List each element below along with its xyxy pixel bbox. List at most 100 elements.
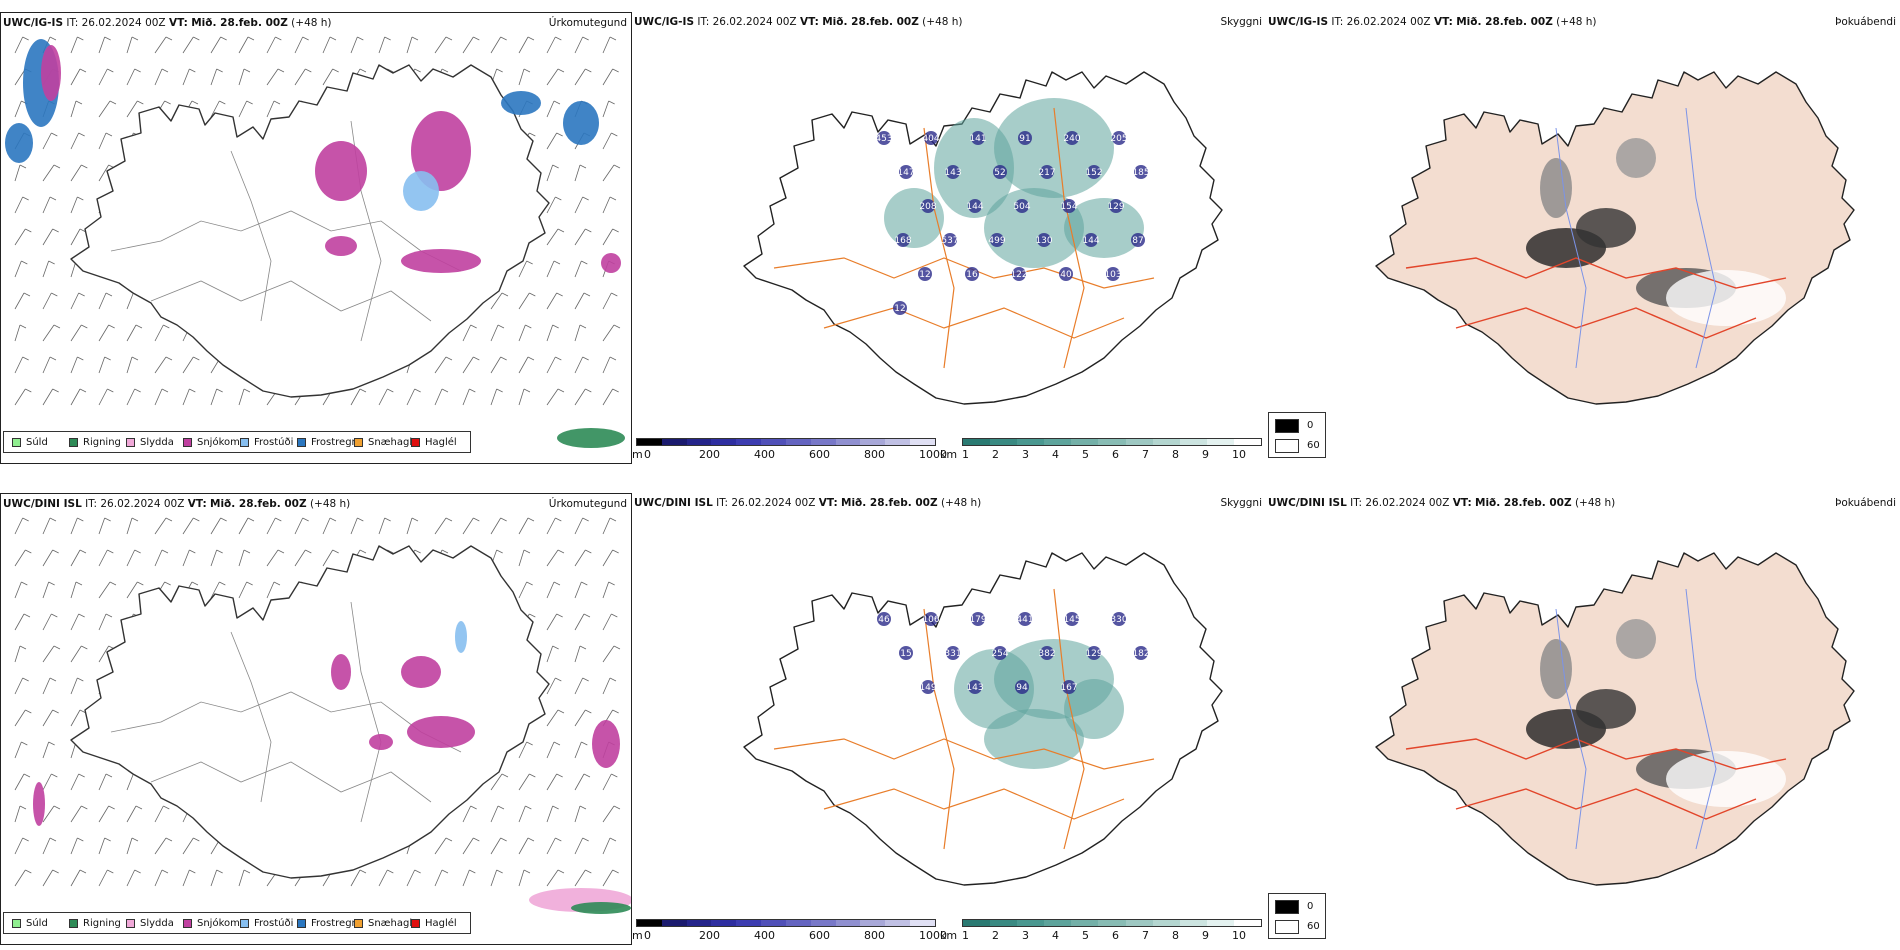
wind-barb <box>546 613 563 631</box>
wind-barb <box>546 388 565 406</box>
init-time: 26.02.2024 00Z <box>100 498 185 510</box>
wind-barb <box>42 581 55 599</box>
iceland-map <box>1375 71 1855 405</box>
colorbar-swatch <box>910 439 935 445</box>
legend-label: Slydda <box>140 437 174 448</box>
ceiling-label: 12 <box>894 304 905 314</box>
wind-barb <box>518 356 535 374</box>
visibility-panel-bottom: UWC/DINI ISL IT: 26.02.2024 00Z VT: Mið.… <box>632 493 1266 945</box>
visibility-tick: 8 <box>1172 448 1179 461</box>
legend-label: Haglél <box>425 437 457 448</box>
wind-barb <box>210 388 223 406</box>
colorbar-swatch <box>963 439 991 445</box>
colorbar-swatch <box>835 439 861 445</box>
wind-barb <box>490 773 509 791</box>
panel-header: UWC/IG-IS IT: 26.02.2024 00Z VT: Mið. 28… <box>3 17 627 29</box>
wind-barb <box>238 100 253 118</box>
legend-swatch <box>126 438 135 447</box>
ceiling-label: 217 <box>1038 168 1055 178</box>
init-time: 26.02.2024 00Z <box>731 497 816 509</box>
visibility-tick: 1 <box>962 929 969 942</box>
wind-barb <box>574 260 588 278</box>
fog-legend-label: 60 <box>1307 921 1320 932</box>
road-line <box>1455 307 1757 339</box>
visibility-tick: 9 <box>1202 448 1209 461</box>
wind-barb <box>574 677 589 695</box>
wind-barb <box>546 581 561 599</box>
road-line <box>823 788 1125 820</box>
wind-barb <box>602 356 617 374</box>
wind-barb <box>490 324 505 342</box>
wind-barb <box>378 869 394 887</box>
ceiling-blob <box>1087 646 1101 660</box>
precip-legend: Súld Rigning Slydda Snjókoma Frostúði Frostre… <box>3 431 471 453</box>
ceiling-label: 208 <box>919 202 936 212</box>
wind-barb <box>602 645 621 663</box>
precip-area <box>601 253 621 273</box>
ceiling-label: 106 <box>922 615 939 625</box>
colorbar-swatch <box>1098 920 1126 926</box>
wind-barb <box>210 68 223 86</box>
wind-barb <box>126 581 144 599</box>
ceiling-label: 144 <box>966 202 983 212</box>
precip-legend: Súld Rigning Slydda Snjókoma Frostúði Frostre… <box>3 912 471 934</box>
wind-barb <box>182 837 200 855</box>
ceiling-blob <box>965 267 979 281</box>
wind-barb <box>98 356 111 374</box>
visibility-panel-top: UWC/IG-IS IT: 26.02.2024 00Z VT: Mið. 28… <box>632 12 1266 464</box>
wind-barb <box>42 356 57 374</box>
visibility-tick: 10 <box>1232 929 1246 942</box>
visibility-area <box>1064 198 1144 258</box>
fog-panel-bottom: UWC/DINI ISL IT: 26.02.2024 00Z VT: Mið.… <box>1266 493 1900 945</box>
ceiling-blob <box>893 301 907 315</box>
visibility-tick: 9 <box>1202 929 1209 942</box>
colorbar-swatch <box>990 920 1018 926</box>
panel-header: UWC/IG-IS IT: 26.02.2024 00Z VT: Mið. 28… <box>634 16 1262 28</box>
cloud-base-tick: 400 <box>754 448 775 461</box>
wind-barb <box>14 869 32 887</box>
wind-barb <box>42 741 55 759</box>
legend-swatch <box>183 438 192 447</box>
legend-label: Frostúði <box>254 918 294 929</box>
wind-barb <box>70 517 84 535</box>
wind-barb <box>154 388 169 406</box>
colorbar-swatch <box>686 920 712 926</box>
colorbar-swatch <box>711 920 737 926</box>
wind-barb <box>42 517 57 535</box>
ceiling-label: 167 <box>1060 683 1077 693</box>
ceiling-label: 179 <box>969 615 986 625</box>
colorbar-swatch <box>761 920 786 926</box>
wind-barb <box>350 517 364 535</box>
ceiling-blob <box>1015 199 1029 213</box>
colorbar-swatch <box>637 439 662 445</box>
legend-swatch <box>12 438 21 447</box>
wind-barb <box>462 388 476 406</box>
wind-barb <box>602 517 617 535</box>
road-line <box>1405 257 1787 289</box>
wind-barb <box>14 581 28 599</box>
ceiling-blob <box>1131 233 1145 247</box>
wind-barb <box>14 356 29 374</box>
panel-header: UWC/IG-IS IT: 26.02.2024 00Z VT: Mið. 28… <box>1268 16 1896 28</box>
visibility-tick: 6 <box>1112 448 1119 461</box>
ceiling-blob <box>993 646 1007 660</box>
precip-map-svg <box>14 517 631 914</box>
wind-barb <box>70 68 87 86</box>
ceiling-label: 52 <box>994 168 1005 178</box>
wind-barb <box>42 324 61 342</box>
wind-barb <box>126 805 143 823</box>
colorbar-swatch <box>1017 439 1045 445</box>
wind-barb <box>182 549 196 567</box>
colorbar-swatch <box>1179 439 1207 445</box>
wind-barb <box>70 388 87 406</box>
fog-area <box>1540 639 1572 699</box>
wind-barb <box>70 549 87 567</box>
wind-barb <box>574 292 591 310</box>
colorbar-swatch <box>761 439 786 445</box>
cloud-base-tick: 0 <box>644 929 651 942</box>
wind-barb <box>574 517 589 535</box>
visibility-colorbar <box>962 919 1262 927</box>
road-line <box>1405 738 1787 770</box>
fog-area <box>1576 689 1636 729</box>
fog-legend-swatch <box>1275 439 1299 453</box>
